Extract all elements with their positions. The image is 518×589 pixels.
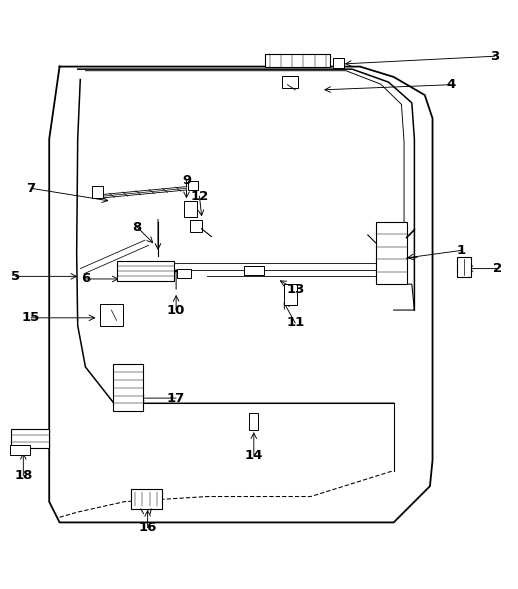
Bar	[190, 220, 202, 232]
Bar	[284, 284, 297, 305]
Bar	[117, 262, 174, 281]
Bar	[11, 429, 49, 448]
Bar	[10, 445, 30, 455]
Text: 3: 3	[490, 49, 499, 62]
Text: 7: 7	[26, 182, 36, 195]
Text: 8: 8	[133, 221, 142, 234]
Bar	[265, 54, 330, 67]
Bar	[376, 222, 407, 284]
Text: 4: 4	[446, 78, 455, 91]
Text: 2: 2	[493, 262, 502, 275]
Text: 10: 10	[167, 303, 185, 316]
Text: 13: 13	[286, 283, 305, 296]
Text: 16: 16	[138, 521, 157, 534]
Bar	[188, 181, 198, 190]
Text: 9: 9	[182, 174, 191, 187]
Text: 11: 11	[286, 316, 305, 329]
Text: 1: 1	[456, 244, 466, 257]
Bar	[334, 58, 344, 68]
Text: 5: 5	[11, 270, 20, 283]
Bar	[184, 201, 197, 217]
Bar	[282, 77, 298, 88]
Bar	[457, 257, 471, 277]
Bar	[244, 266, 264, 275]
Bar	[177, 269, 191, 279]
Bar	[113, 365, 143, 411]
Text: 6: 6	[81, 273, 90, 286]
Bar	[131, 489, 162, 509]
Text: 17: 17	[167, 392, 185, 405]
Text: 15: 15	[22, 312, 40, 325]
Bar	[92, 186, 103, 198]
Text: 14: 14	[244, 449, 263, 462]
Bar	[249, 413, 258, 430]
Text: 12: 12	[190, 190, 209, 203]
Text: 18: 18	[14, 469, 33, 482]
Bar	[99, 305, 123, 326]
